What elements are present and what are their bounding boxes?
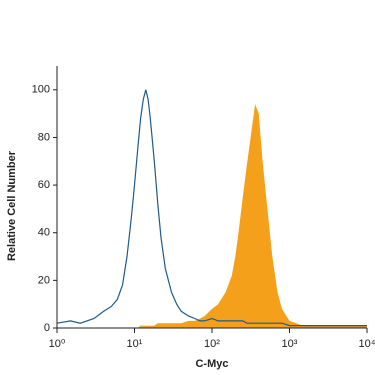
- y-tick-label: 60: [38, 179, 50, 191]
- x-tick-label: 10⁴: [359, 338, 375, 350]
- y-tick-label: 20: [38, 274, 50, 286]
- y-tick-label: 100: [32, 84, 50, 96]
- y-tick-label: 0: [44, 322, 50, 334]
- y-tick-label: 80: [38, 131, 50, 143]
- x-tick-label: 10¹: [127, 338, 143, 350]
- x-tick-label: 10²: [204, 338, 220, 350]
- x-axis-label: C-Myc: [195, 358, 228, 370]
- y-axis-label: Relative Cell Number: [6, 150, 18, 261]
- y-tick-label: 40: [38, 227, 50, 239]
- x-tick-label: 10⁰: [49, 338, 66, 350]
- histogram-line: [56, 89, 367, 327]
- histogram-area: [57, 104, 367, 328]
- x-tick-label: 10³: [282, 338, 298, 350]
